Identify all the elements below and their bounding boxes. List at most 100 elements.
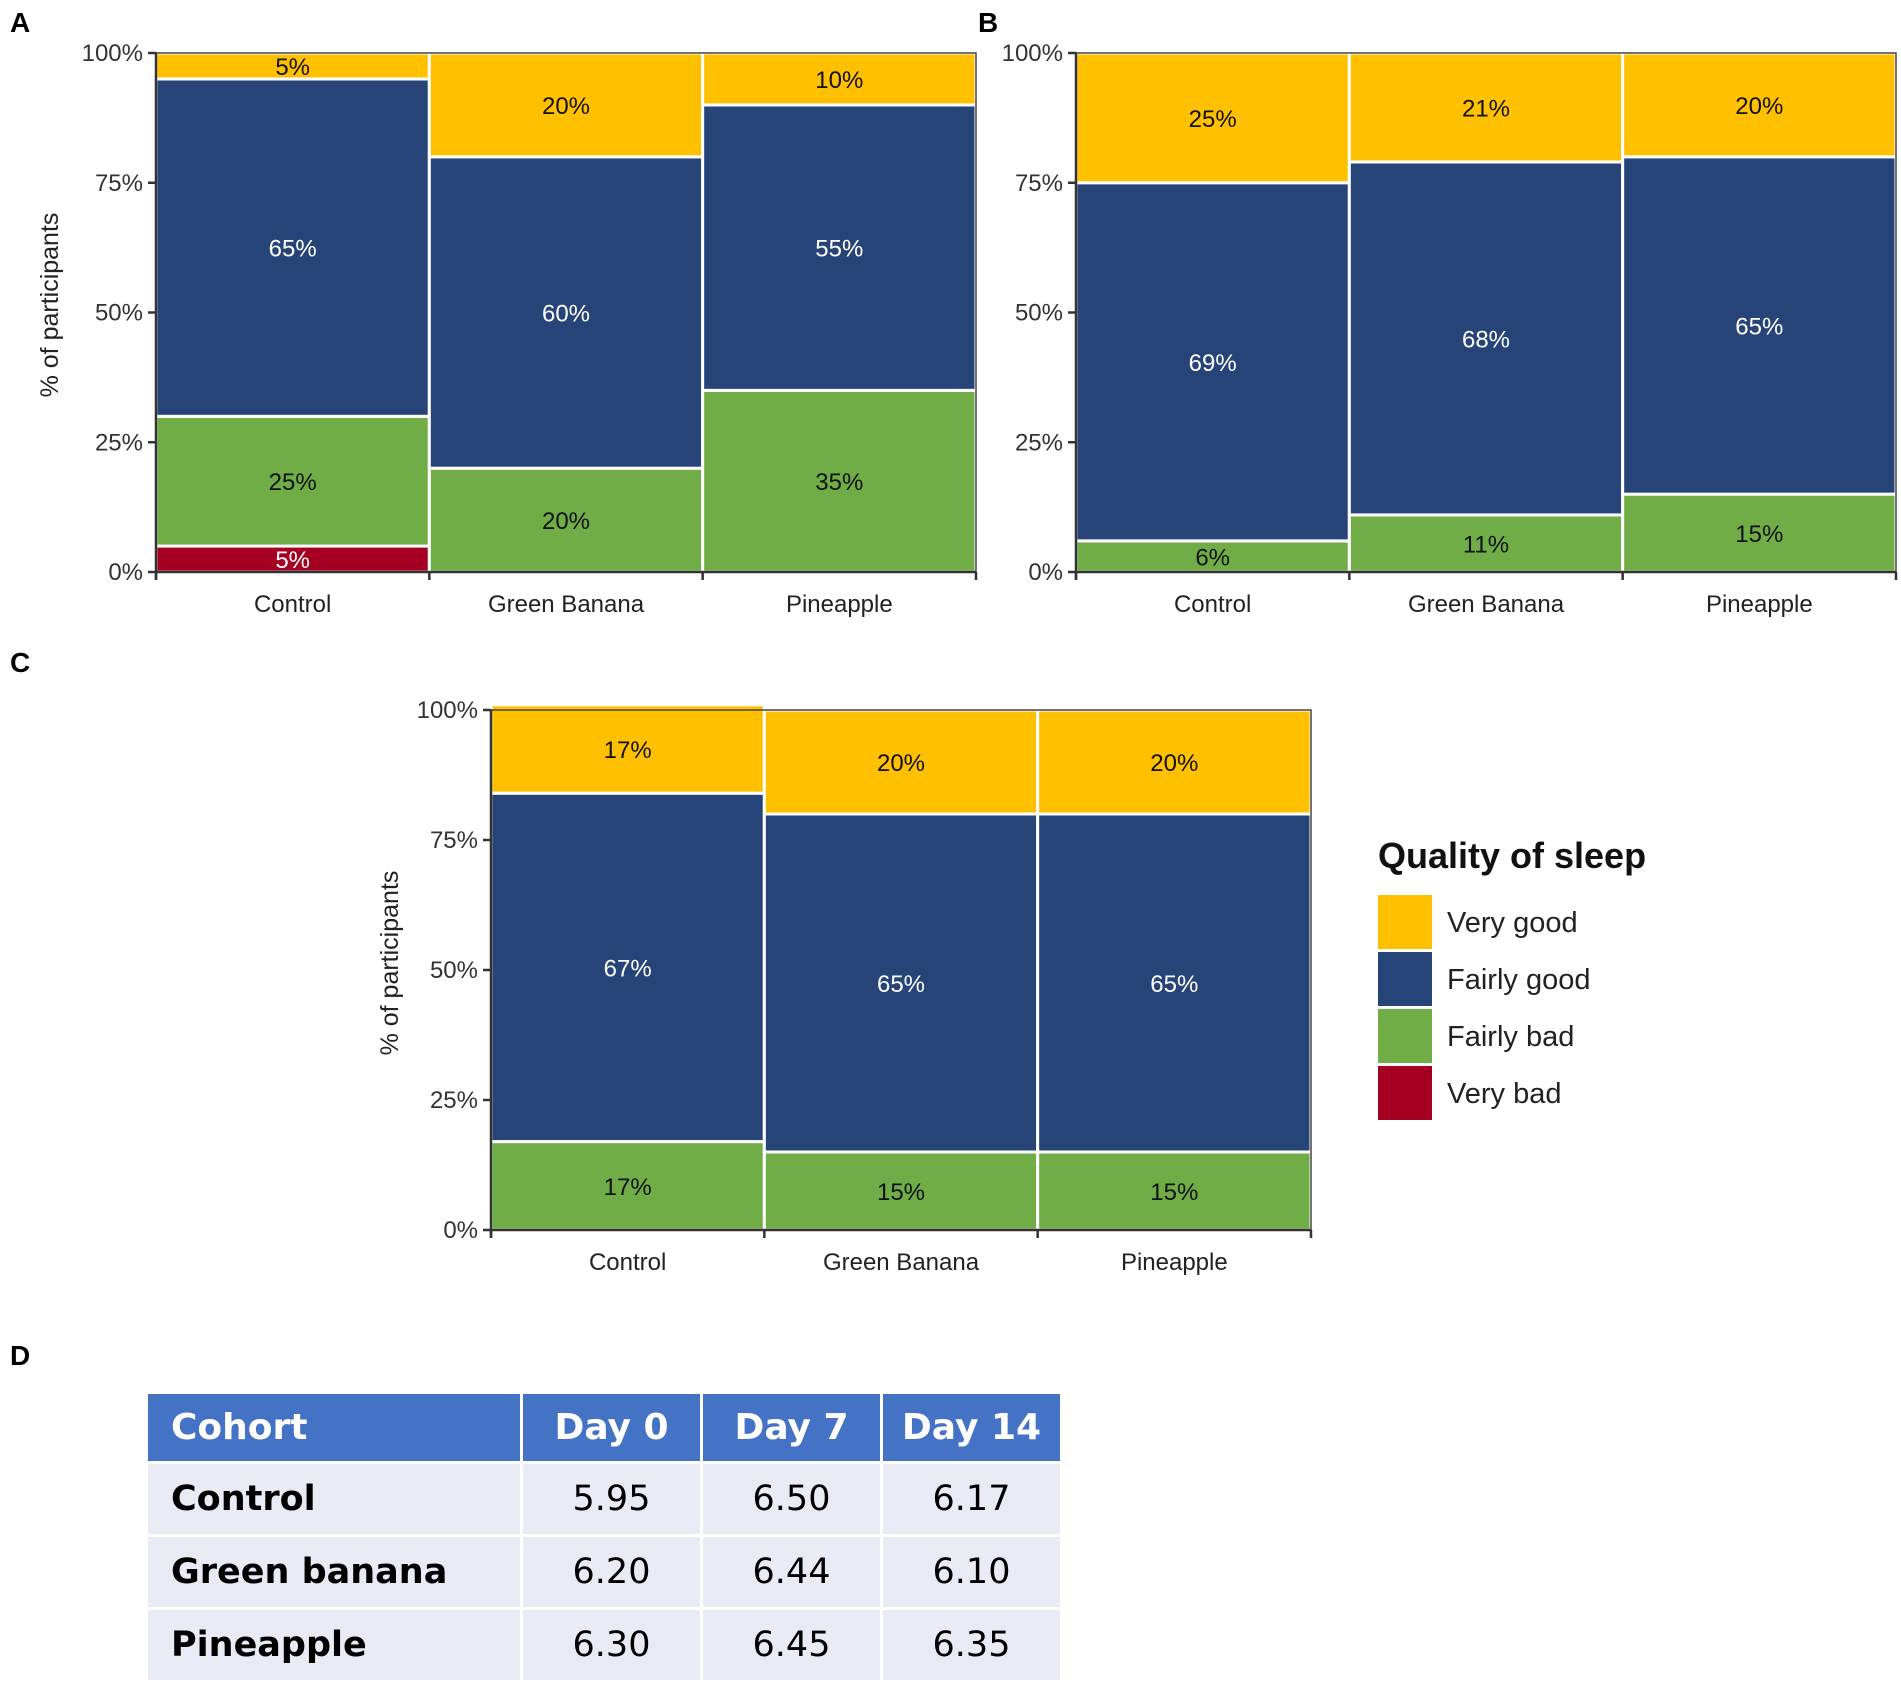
panel-c-x-tick-label: Green Banana xyxy=(823,1249,980,1276)
panel-b-data-label: 11% xyxy=(1463,531,1509,558)
panel-c-y-tick-label: 50% xyxy=(430,957,478,984)
panel-c-letter: C xyxy=(10,647,30,678)
panel-b-data-label: 68% xyxy=(1462,326,1510,353)
table-header-day7: Day 7 xyxy=(701,1394,883,1464)
table-row: Control 5.95 6.50 6.17 xyxy=(148,1462,1063,1537)
panel-c-x-tick-label: Pineapple xyxy=(1121,1249,1228,1276)
panel-c-bar-fairly-bad xyxy=(1036,1150,1313,1232)
panel-c-data-label: 67% xyxy=(604,955,652,982)
panel-a-bar-very-good xyxy=(701,51,978,107)
panel-a-data-label: 20% xyxy=(542,93,590,120)
panel-c-data-label: 65% xyxy=(877,971,925,998)
panel-c-y-tick-label: 25% xyxy=(430,1087,478,1114)
panel-b-data-label: 25% xyxy=(1189,106,1237,133)
figure-canvas: A 5% 25% 65% 5% 20% 60% 20% 35% 55% 10% 0% 25% 50% 75%… xyxy=(10,7,1898,1276)
panel-b-bar-very-good xyxy=(1347,51,1625,164)
table-cell-value: 6.30 xyxy=(521,1608,703,1683)
table-header-row: Cohort Day 0 Day 7 Day 14 xyxy=(148,1394,1063,1464)
panel-a-y-tick-label: 25% xyxy=(95,429,143,456)
panel-b-x-tick-label: Control xyxy=(1174,591,1251,618)
table-cell-value: 6.44 xyxy=(701,1535,883,1610)
table-cell-value: 6.35 xyxy=(881,1608,1063,1683)
panel-c-y-axis-title: % of participants xyxy=(376,871,404,1056)
panel-c-bar-fairly-good xyxy=(489,791,766,1144)
panel-c-bar-fairly-good xyxy=(762,812,1040,1154)
panel-a-bar-fairly-good xyxy=(427,155,705,470)
summary-table: Cohort Day 0 Day 7 Day 14 Control 5.95 6… xyxy=(148,1394,1063,1683)
table-header-cohort: Cohort xyxy=(148,1394,523,1464)
panel-b-bar-fairly-good xyxy=(1074,181,1351,543)
panel-b-x-tick-label: Green Banana xyxy=(1408,591,1565,618)
panel-a-data-label: 10% xyxy=(815,67,863,94)
panel-b-y-tick-label: 0% xyxy=(1028,559,1063,586)
panel-c-data-label: 17% xyxy=(604,1174,652,1201)
panel-c-data-label: 65% xyxy=(1150,971,1198,998)
legend-label-very-bad: Very bad xyxy=(1447,1078,1561,1110)
panel-c-y-tick-label: 0% xyxy=(443,1217,478,1244)
table-header-day0: Day 0 xyxy=(521,1394,703,1464)
panel-b-letter: B xyxy=(978,7,998,38)
panel-a-y-tick-label: 0% xyxy=(108,559,143,586)
panel-a-y-tick-label: 75% xyxy=(95,170,143,197)
panel-a-data-label: 5% xyxy=(275,54,310,81)
panel-c-bar-very-good xyxy=(1036,708,1313,816)
panel-a-y-tick-label: 50% xyxy=(95,300,143,327)
table-cell-value: 6.50 xyxy=(701,1462,883,1537)
table-cell-cohort: Green banana xyxy=(148,1535,523,1610)
panel-a-data-label: 25% xyxy=(269,469,317,496)
panel-a-bar-fairly-bad xyxy=(154,414,431,548)
panel-b-bar-fairly-bad xyxy=(1621,492,1898,574)
legend-swatch-fairly-bad xyxy=(1378,1009,1432,1063)
table-cell-value: 6.10 xyxy=(881,1535,1063,1610)
panel-b-data-label: 65% xyxy=(1735,313,1783,340)
panel-c-x-tick-label: Control xyxy=(589,1249,666,1276)
panel-c-data-label: 20% xyxy=(1150,750,1198,777)
panel-a-x-tick-label: Pineapple xyxy=(786,591,893,618)
panel-a-data-label: 60% xyxy=(542,301,590,328)
table-cell-value: 6.20 xyxy=(521,1535,703,1610)
panel-b-bar-fairly-good xyxy=(1621,155,1898,496)
panel-c-y-tick-label: 75% xyxy=(430,827,478,854)
legend-label-fairly-good: Fairly good xyxy=(1447,964,1590,996)
panel-a-y-axis-title: % of participants xyxy=(36,213,64,398)
legend-label-very-good: Very good xyxy=(1447,907,1578,939)
panel-a-bar-fairly-bad xyxy=(701,388,978,574)
panel-a-data-label: 5% xyxy=(275,547,310,574)
panel-a-x-tick-label: Green Banana xyxy=(488,591,645,618)
table-cell-value: 6.45 xyxy=(701,1608,883,1683)
legend-swatch-very-bad xyxy=(1378,1066,1432,1120)
panel-a-letter: A xyxy=(10,7,30,38)
panel-c-y-tick-label: 100% xyxy=(417,697,478,724)
legend-title: Quality of sleep xyxy=(1378,835,1646,876)
panel-a-bar-very-good xyxy=(427,51,705,159)
table-row: Green banana 6.20 6.44 6.10 xyxy=(148,1535,1063,1610)
panel-a-y-tick-label: 100% xyxy=(82,40,143,67)
panel-b-data-label: 15% xyxy=(1735,521,1783,548)
panel-b-y-tick-label: 50% xyxy=(1015,300,1063,327)
panel-b-y-tick-label: 100% xyxy=(1002,40,1063,67)
panel-c-data-label: 15% xyxy=(877,1179,925,1206)
table-cell-value: 6.17 xyxy=(881,1462,1063,1537)
table-row: Pineapple 6.30 6.45 6.35 xyxy=(148,1608,1063,1683)
panel-a-bar-fairly-good xyxy=(701,103,978,392)
panel-a-data-label: 35% xyxy=(815,469,863,496)
panel-a-data-label: 65% xyxy=(269,236,317,263)
table-cell-value: 5.95 xyxy=(521,1462,703,1537)
panel-c-data-label: 17% xyxy=(604,737,652,764)
table-header-day14: Day 14 xyxy=(881,1394,1063,1464)
panel-b-bar-very-good xyxy=(1621,51,1898,159)
legend-swatch-very-good xyxy=(1378,895,1432,949)
panel-b-data-label: 6% xyxy=(1195,544,1230,571)
panel-a-x-tick-label: Control xyxy=(254,591,331,618)
panel-b-y-tick-label: 25% xyxy=(1015,429,1063,456)
panel-b-data-label: 69% xyxy=(1189,350,1237,377)
panel-c-data-label: 20% xyxy=(877,750,925,777)
legend-swatch-fairly-good xyxy=(1378,952,1432,1006)
panel-c-data-label: 15% xyxy=(1150,1179,1198,1206)
panel-letter-d: D xyxy=(10,1340,31,1371)
panel-a-data-label: 20% xyxy=(542,508,590,535)
panel-b-data-label: 21% xyxy=(1462,95,1510,122)
table-cell-cohort: Control xyxy=(148,1462,523,1537)
table-cell-cohort: Pineapple xyxy=(148,1608,523,1683)
panel-b-x-tick-label: Pineapple xyxy=(1706,591,1813,618)
